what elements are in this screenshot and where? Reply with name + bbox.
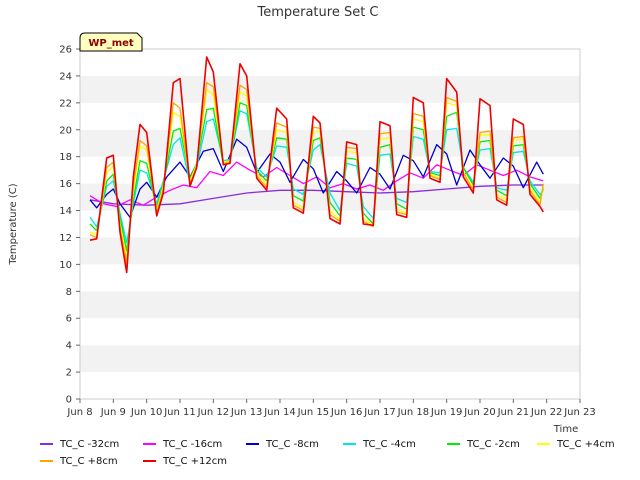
badge-label: WP_met xyxy=(88,38,134,49)
x-tick-label: Jun 10 xyxy=(130,407,163,418)
legend-label: TC_C -2cm xyxy=(466,439,520,450)
grid-band xyxy=(80,156,580,184)
grid-band xyxy=(80,372,580,399)
y-tick-label: 8 xyxy=(66,287,72,298)
x-tick-label: Jun 14 xyxy=(263,407,296,418)
grid-band xyxy=(80,318,580,346)
x-axis-label: Time xyxy=(553,424,578,435)
y-tick-label: 12 xyxy=(59,233,72,244)
x-tick-label: Jun 23 xyxy=(563,407,596,418)
grid-band xyxy=(80,237,580,265)
y-tick-label: 6 xyxy=(66,314,72,325)
legend-label: TC_C -32cm xyxy=(59,439,119,450)
grid-band xyxy=(80,75,580,103)
grid-band xyxy=(80,129,580,157)
grid-band xyxy=(80,291,580,319)
series-line xyxy=(89,56,544,274)
x-tick-label: Jun 16 xyxy=(330,407,363,418)
y-tick-label: 2 xyxy=(66,368,72,379)
legend-label: TC_C +8cm xyxy=(59,456,118,467)
grid-band xyxy=(80,264,580,292)
x-tick-label: Jun 11 xyxy=(163,407,196,418)
legend-label: TC_C +4cm xyxy=(556,439,615,450)
x-tick-label: Jun 20 xyxy=(463,407,496,418)
grid-bands xyxy=(80,49,580,399)
series-lines xyxy=(89,56,544,274)
y-tick-label: 4 xyxy=(66,341,72,352)
chart-title: Temperature Set C xyxy=(256,5,378,20)
y-tick-label: 20 xyxy=(59,125,72,136)
series-line xyxy=(89,82,544,266)
y-tick-label: 22 xyxy=(59,98,72,109)
legend: TC_C -32cm TC_C -16cm TC_C -8cm TC_C -4cm TC… xyxy=(40,439,615,467)
x-tick-label: Jun 15 xyxy=(297,407,330,418)
grid-band xyxy=(80,345,580,373)
x-axis-ticks: Jun 8 Jun 9 Jun 10 Jun 11 Jun 12 Jun 13 Jun 14… xyxy=(66,399,596,418)
y-axis-label: Temperature (C) xyxy=(8,183,19,265)
y-tick-label: 10 xyxy=(59,260,72,271)
y-tick-label: 0 xyxy=(66,395,72,406)
x-tick-label: Jun 19 xyxy=(430,407,463,418)
x-tick-label: Jun 18 xyxy=(397,407,430,418)
legend-label: TC_C -8cm xyxy=(265,439,319,450)
y-tick-label: 16 xyxy=(59,179,72,190)
grid-band xyxy=(80,102,580,130)
series-line xyxy=(89,110,544,244)
x-tick-label: Jun 13 xyxy=(230,407,263,418)
series-line xyxy=(89,102,544,252)
y-tick-label: 26 xyxy=(59,45,72,56)
x-tick-label: Jun 9 xyxy=(100,407,126,418)
y-tick-label: 24 xyxy=(59,71,72,82)
x-tick-label: Jun 12 xyxy=(197,407,230,418)
y-tick-label: 18 xyxy=(59,152,72,163)
grid-band xyxy=(80,49,580,76)
y-tick-label: 14 xyxy=(59,206,72,217)
legend-label: TC_C +12cm xyxy=(162,456,227,467)
x-tick-label: Jun 22 xyxy=(530,407,563,418)
x-tick-label: Jun 8 xyxy=(66,407,92,418)
wp-met-badge: WP_met xyxy=(79,32,143,52)
x-tick-label: Jun 21 xyxy=(497,407,530,418)
plot-frame xyxy=(79,48,581,400)
legend-label: TC_C -4cm xyxy=(362,439,416,450)
legend-label: TC_C -16cm xyxy=(162,439,222,450)
x-tick-label: Jun 17 xyxy=(363,407,396,418)
